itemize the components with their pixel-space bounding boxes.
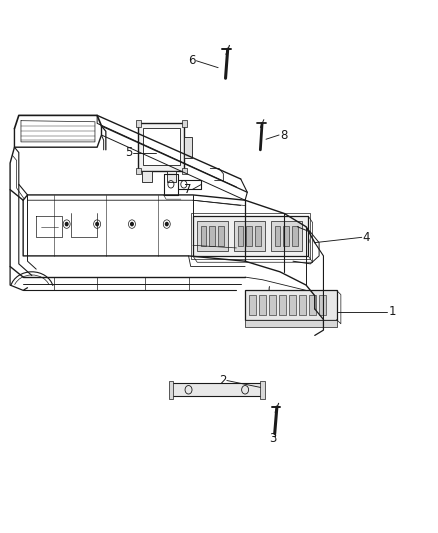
Circle shape <box>166 222 168 225</box>
Bar <box>142 171 152 182</box>
Bar <box>201 225 206 246</box>
Bar <box>169 381 173 399</box>
Circle shape <box>65 222 68 225</box>
Circle shape <box>302 238 306 244</box>
Bar <box>171 383 262 397</box>
Bar <box>319 295 325 316</box>
Bar <box>182 168 187 174</box>
Bar <box>191 214 311 259</box>
Bar <box>138 123 184 171</box>
Circle shape <box>131 222 133 225</box>
Bar <box>275 225 280 246</box>
Text: 5: 5 <box>125 146 133 159</box>
Bar <box>234 221 265 251</box>
Bar <box>279 295 286 316</box>
Bar <box>289 295 296 316</box>
Bar <box>245 319 336 327</box>
Bar <box>167 171 177 182</box>
Text: 2: 2 <box>219 374 226 387</box>
Circle shape <box>96 222 99 225</box>
Bar <box>255 225 261 246</box>
Bar <box>238 225 244 246</box>
Bar <box>143 127 180 165</box>
Bar <box>247 225 252 246</box>
Text: 6: 6 <box>188 54 196 67</box>
Bar <box>258 295 265 316</box>
Bar <box>184 136 192 158</box>
Bar <box>209 225 215 246</box>
Bar <box>193 216 308 256</box>
Bar <box>136 168 141 174</box>
Bar <box>197 221 228 251</box>
Bar <box>218 225 224 246</box>
Bar <box>309 295 316 316</box>
Bar <box>299 295 306 316</box>
Bar <box>292 225 298 246</box>
Bar <box>245 290 336 319</box>
Bar <box>283 225 289 246</box>
Text: 4: 4 <box>363 231 370 244</box>
Text: 3: 3 <box>269 432 276 446</box>
Bar <box>260 381 265 399</box>
Bar <box>182 120 187 126</box>
Bar <box>271 221 302 251</box>
Text: 7: 7 <box>184 183 192 196</box>
Bar <box>249 295 255 316</box>
Bar <box>136 120 141 126</box>
Text: 8: 8 <box>280 128 287 141</box>
Text: 1: 1 <box>389 305 396 318</box>
Bar <box>268 295 276 316</box>
